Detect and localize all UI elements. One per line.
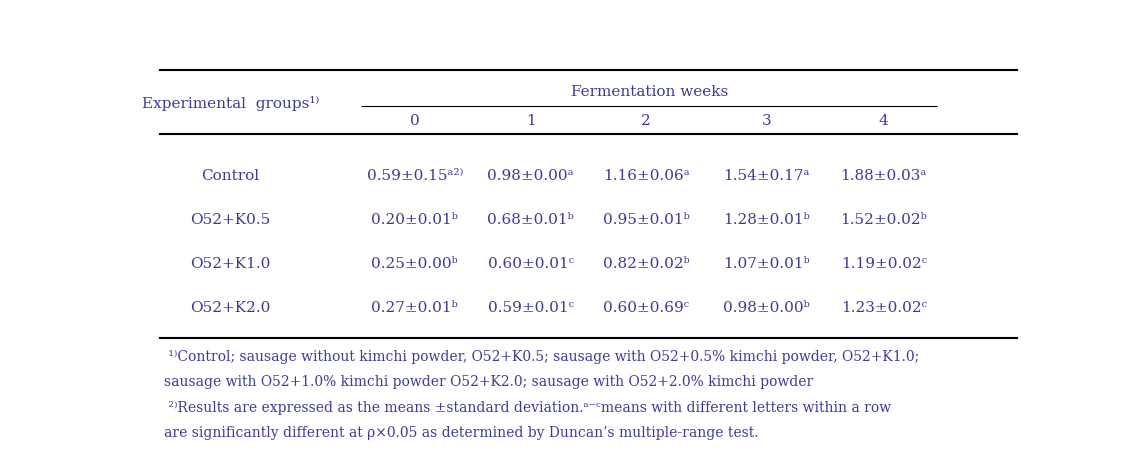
Text: 0.59±0.15ᵃ²⁾: 0.59±0.15ᵃ²⁾ — [366, 168, 463, 182]
Text: Fermentation weeks: Fermentation weeks — [571, 85, 728, 99]
Text: Control: Control — [201, 168, 259, 182]
Text: 0.98±0.00ᵃ: 0.98±0.00ᵃ — [487, 168, 574, 182]
Text: 0.68±0.01ᵇ: 0.68±0.01ᵇ — [487, 213, 574, 226]
Text: 1.23±0.02ᶜ: 1.23±0.02ᶜ — [840, 301, 926, 315]
Text: 0.27±0.01ᵇ: 0.27±0.01ᵇ — [372, 301, 458, 315]
Text: 0.60±0.69ᶜ: 0.60±0.69ᶜ — [603, 301, 689, 315]
Text: ¹⁾Control; sausage without kimchi powder, O52+K0.5; sausage with O52+0.5% kimchi: ¹⁾Control; sausage without kimchi powder… — [164, 349, 920, 363]
Text: are significantly different at ρ×0.05 as determined by Duncan’s multiple-range t: are significantly different at ρ×0.05 as… — [164, 425, 759, 439]
Text: O52+K2.0: O52+K2.0 — [191, 301, 271, 315]
Text: 0.98±0.00ᵇ: 0.98±0.00ᵇ — [723, 301, 809, 315]
Text: 0.25±0.00ᵇ: 0.25±0.00ᵇ — [372, 257, 458, 271]
Text: 0.95±0.01ᵇ: 0.95±0.01ᵇ — [603, 213, 690, 226]
Text: 3: 3 — [761, 113, 771, 128]
Text: 1.19±0.02ᶜ: 1.19±0.02ᶜ — [840, 257, 926, 271]
Text: O52+K1.0: O52+K1.0 — [191, 257, 271, 271]
Text: 1.52±0.02ᵇ: 1.52±0.02ᵇ — [840, 213, 928, 226]
Text: 0.20±0.01ᵇ: 0.20±0.01ᵇ — [372, 213, 458, 226]
Text: 1.54±0.17ᵃ: 1.54±0.17ᵃ — [723, 168, 809, 182]
Text: 0.60±0.01ᶜ: 0.60±0.01ᶜ — [488, 257, 574, 271]
Text: 1.88±0.03ᵃ: 1.88±0.03ᵃ — [840, 168, 926, 182]
Text: 1.16±0.06ᵃ: 1.16±0.06ᵃ — [603, 168, 690, 182]
Text: Experimental  groups¹⁾: Experimental groups¹⁾ — [141, 95, 319, 110]
Text: 2: 2 — [642, 113, 651, 128]
Text: O52+K0.5: O52+K0.5 — [191, 213, 271, 226]
Text: 1.07±0.01ᵇ: 1.07±0.01ᵇ — [723, 257, 809, 271]
Text: 0: 0 — [410, 113, 420, 128]
Text: 1.28±0.01ᵇ: 1.28±0.01ᵇ — [723, 213, 809, 226]
Text: 0.82±0.02ᵇ: 0.82±0.02ᵇ — [603, 257, 690, 271]
Text: 1: 1 — [526, 113, 535, 128]
Text: 4: 4 — [879, 113, 889, 128]
Text: 0.59±0.01ᶜ: 0.59±0.01ᶜ — [488, 301, 574, 315]
Text: sausage with O52+1.0% kimchi powder O52+K2.0; sausage with O52+2.0% kimchi powde: sausage with O52+1.0% kimchi powder O52+… — [164, 375, 813, 389]
Text: ²⁾Results are expressed as the means ±standard deviation.ᵃ⁻ᶜmeans with different: ²⁾Results are expressed as the means ±st… — [164, 400, 891, 414]
